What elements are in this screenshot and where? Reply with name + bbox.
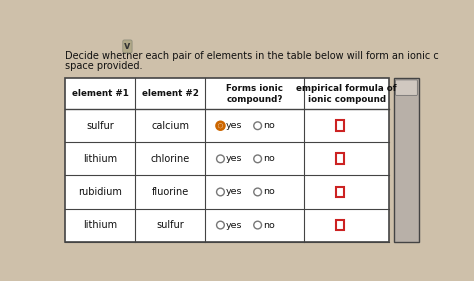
Text: sulfur: sulfur	[86, 121, 114, 131]
Circle shape	[218, 124, 223, 128]
Text: no: no	[263, 121, 275, 130]
Text: rubidium: rubidium	[78, 187, 122, 197]
Circle shape	[254, 155, 262, 163]
Text: lithium: lithium	[83, 154, 118, 164]
Text: no: no	[263, 154, 275, 163]
FancyBboxPatch shape	[336, 120, 344, 131]
Text: sulfur: sulfur	[156, 220, 184, 230]
Text: v: v	[124, 41, 131, 51]
Text: yes: yes	[226, 221, 242, 230]
Text: space provided.: space provided.	[65, 62, 143, 71]
Circle shape	[217, 122, 224, 130]
Text: element #2: element #2	[142, 89, 199, 98]
FancyBboxPatch shape	[396, 80, 417, 95]
Circle shape	[254, 188, 262, 196]
FancyBboxPatch shape	[336, 153, 344, 164]
Circle shape	[217, 188, 224, 196]
Text: yes: yes	[226, 121, 242, 130]
Text: chlorine: chlorine	[150, 154, 190, 164]
Text: Forms ionic
compound?: Forms ionic compound?	[226, 84, 283, 104]
Circle shape	[254, 221, 262, 229]
Text: yes: yes	[226, 187, 242, 196]
Text: lithium: lithium	[83, 220, 118, 230]
Circle shape	[217, 155, 224, 163]
Text: no: no	[263, 187, 275, 196]
Text: fluorine: fluorine	[152, 187, 189, 197]
Text: element #1: element #1	[72, 89, 129, 98]
Text: calcium: calcium	[151, 121, 189, 131]
FancyBboxPatch shape	[336, 220, 344, 230]
FancyBboxPatch shape	[394, 78, 419, 242]
Text: Decide whether each pair of elements in the table below will form an ionic c: Decide whether each pair of elements in …	[65, 51, 439, 61]
Circle shape	[217, 221, 224, 229]
Text: yes: yes	[226, 154, 242, 163]
FancyBboxPatch shape	[336, 187, 344, 197]
Text: empirical formula of
ionic compound: empirical formula of ionic compound	[296, 84, 397, 104]
Circle shape	[254, 122, 262, 130]
FancyBboxPatch shape	[65, 78, 390, 242]
Text: no: no	[263, 221, 275, 230]
